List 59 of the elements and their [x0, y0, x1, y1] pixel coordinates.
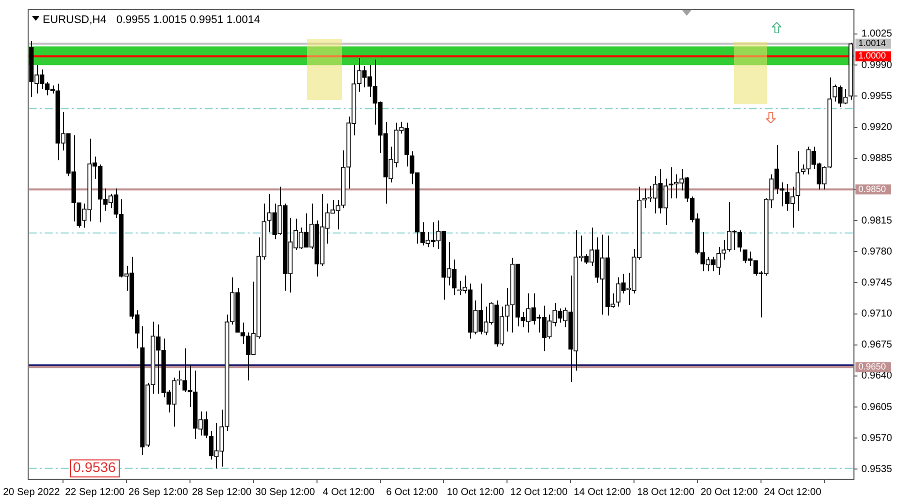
ref-line-label: 0.9536: [73, 459, 116, 476]
x-tick-label: 20 Oct 12:00: [700, 486, 758, 498]
y-tick-label: 0.9885: [861, 153, 892, 164]
candlestick: [272, 203, 277, 240]
annotation: 0.9955 1.0015 0.9951 1.0014: [116, 14, 260, 26]
candlestick: [621, 273, 626, 294]
candlestick: [780, 182, 784, 207]
candlestick: [208, 430, 214, 460]
ref-line-label: 1.0014: [858, 38, 886, 48]
ref-line-label: 1.0000: [858, 50, 886, 61]
candlestick: [204, 410, 208, 439]
y-tick-label: 0.9920: [861, 122, 892, 133]
y-tick-label: 0.9535: [861, 464, 892, 475]
x-tick-label: 12 Oct 12:00: [510, 486, 568, 498]
y-tick-label: 0.9990: [861, 60, 892, 71]
x-tick-label: 6 Oct 12:00: [386, 486, 438, 498]
y-tick-label: 1.0025: [861, 28, 892, 40]
x-tick-label: 18 Oct 12:00: [637, 486, 695, 498]
candlestick: [246, 332, 250, 381]
candlestick: [558, 308, 562, 324]
candlestick: [785, 184, 790, 212]
candlestick: [304, 212, 309, 248]
x-tick-label: 24 Oct 12:00: [764, 486, 822, 498]
candlestick: [478, 283, 484, 335]
y-tick-label: 0.9675: [861, 340, 892, 351]
x-tick-label: 26 Sep 12:00: [128, 486, 188, 498]
y-tick-label: 0.9780: [861, 246, 892, 258]
y-tick-label: 0.9955: [861, 90, 892, 102]
chart-title: EURUSD,H4: [42, 14, 106, 26]
x-tick-label: 28 Sep 12:00: [192, 486, 252, 498]
candlestick: [838, 85, 843, 108]
candlestick: [796, 150, 800, 212]
y-tick-label: 0.9605: [861, 402, 892, 413]
x-tick-label: 10 Oct 12:00: [446, 486, 505, 498]
candlestick: [737, 230, 742, 252]
candlestick: [711, 256, 716, 272]
candlestick: [668, 166, 674, 199]
candlestick: [584, 254, 589, 265]
candlestick: [774, 144, 780, 194]
x-tick-label: 20 Sep 2022: [3, 486, 60, 498]
candlestick: [732, 230, 737, 250]
x-tick-label: 30 Sep 12:00: [255, 486, 316, 498]
x-tick-label: 14 Oct 12:00: [574, 486, 632, 498]
candlestick: [430, 222, 436, 248]
y-tick-label: 0.9570: [861, 432, 892, 444]
candlestick: [700, 232, 706, 272]
candlestick: [658, 168, 663, 214]
y-tick-label: 0.9815: [861, 215, 892, 226]
candlestick: [420, 222, 425, 246]
x-tick-label: 4 Oct 12:00: [322, 486, 375, 498]
x-tick-label: 22 Sep 12:00: [65, 486, 126, 498]
candlestick: [240, 322, 246, 344]
y-tick-label: 0.9710: [861, 308, 892, 320]
y-tick-label: 0.9745: [861, 277, 892, 288]
ref-line-label: 0.9650: [858, 362, 886, 372]
ref-line-label: 0.9850: [858, 184, 886, 194]
candlestick: [504, 288, 510, 332]
candlestick: [452, 259, 457, 296]
candlestick: [800, 164, 806, 175]
